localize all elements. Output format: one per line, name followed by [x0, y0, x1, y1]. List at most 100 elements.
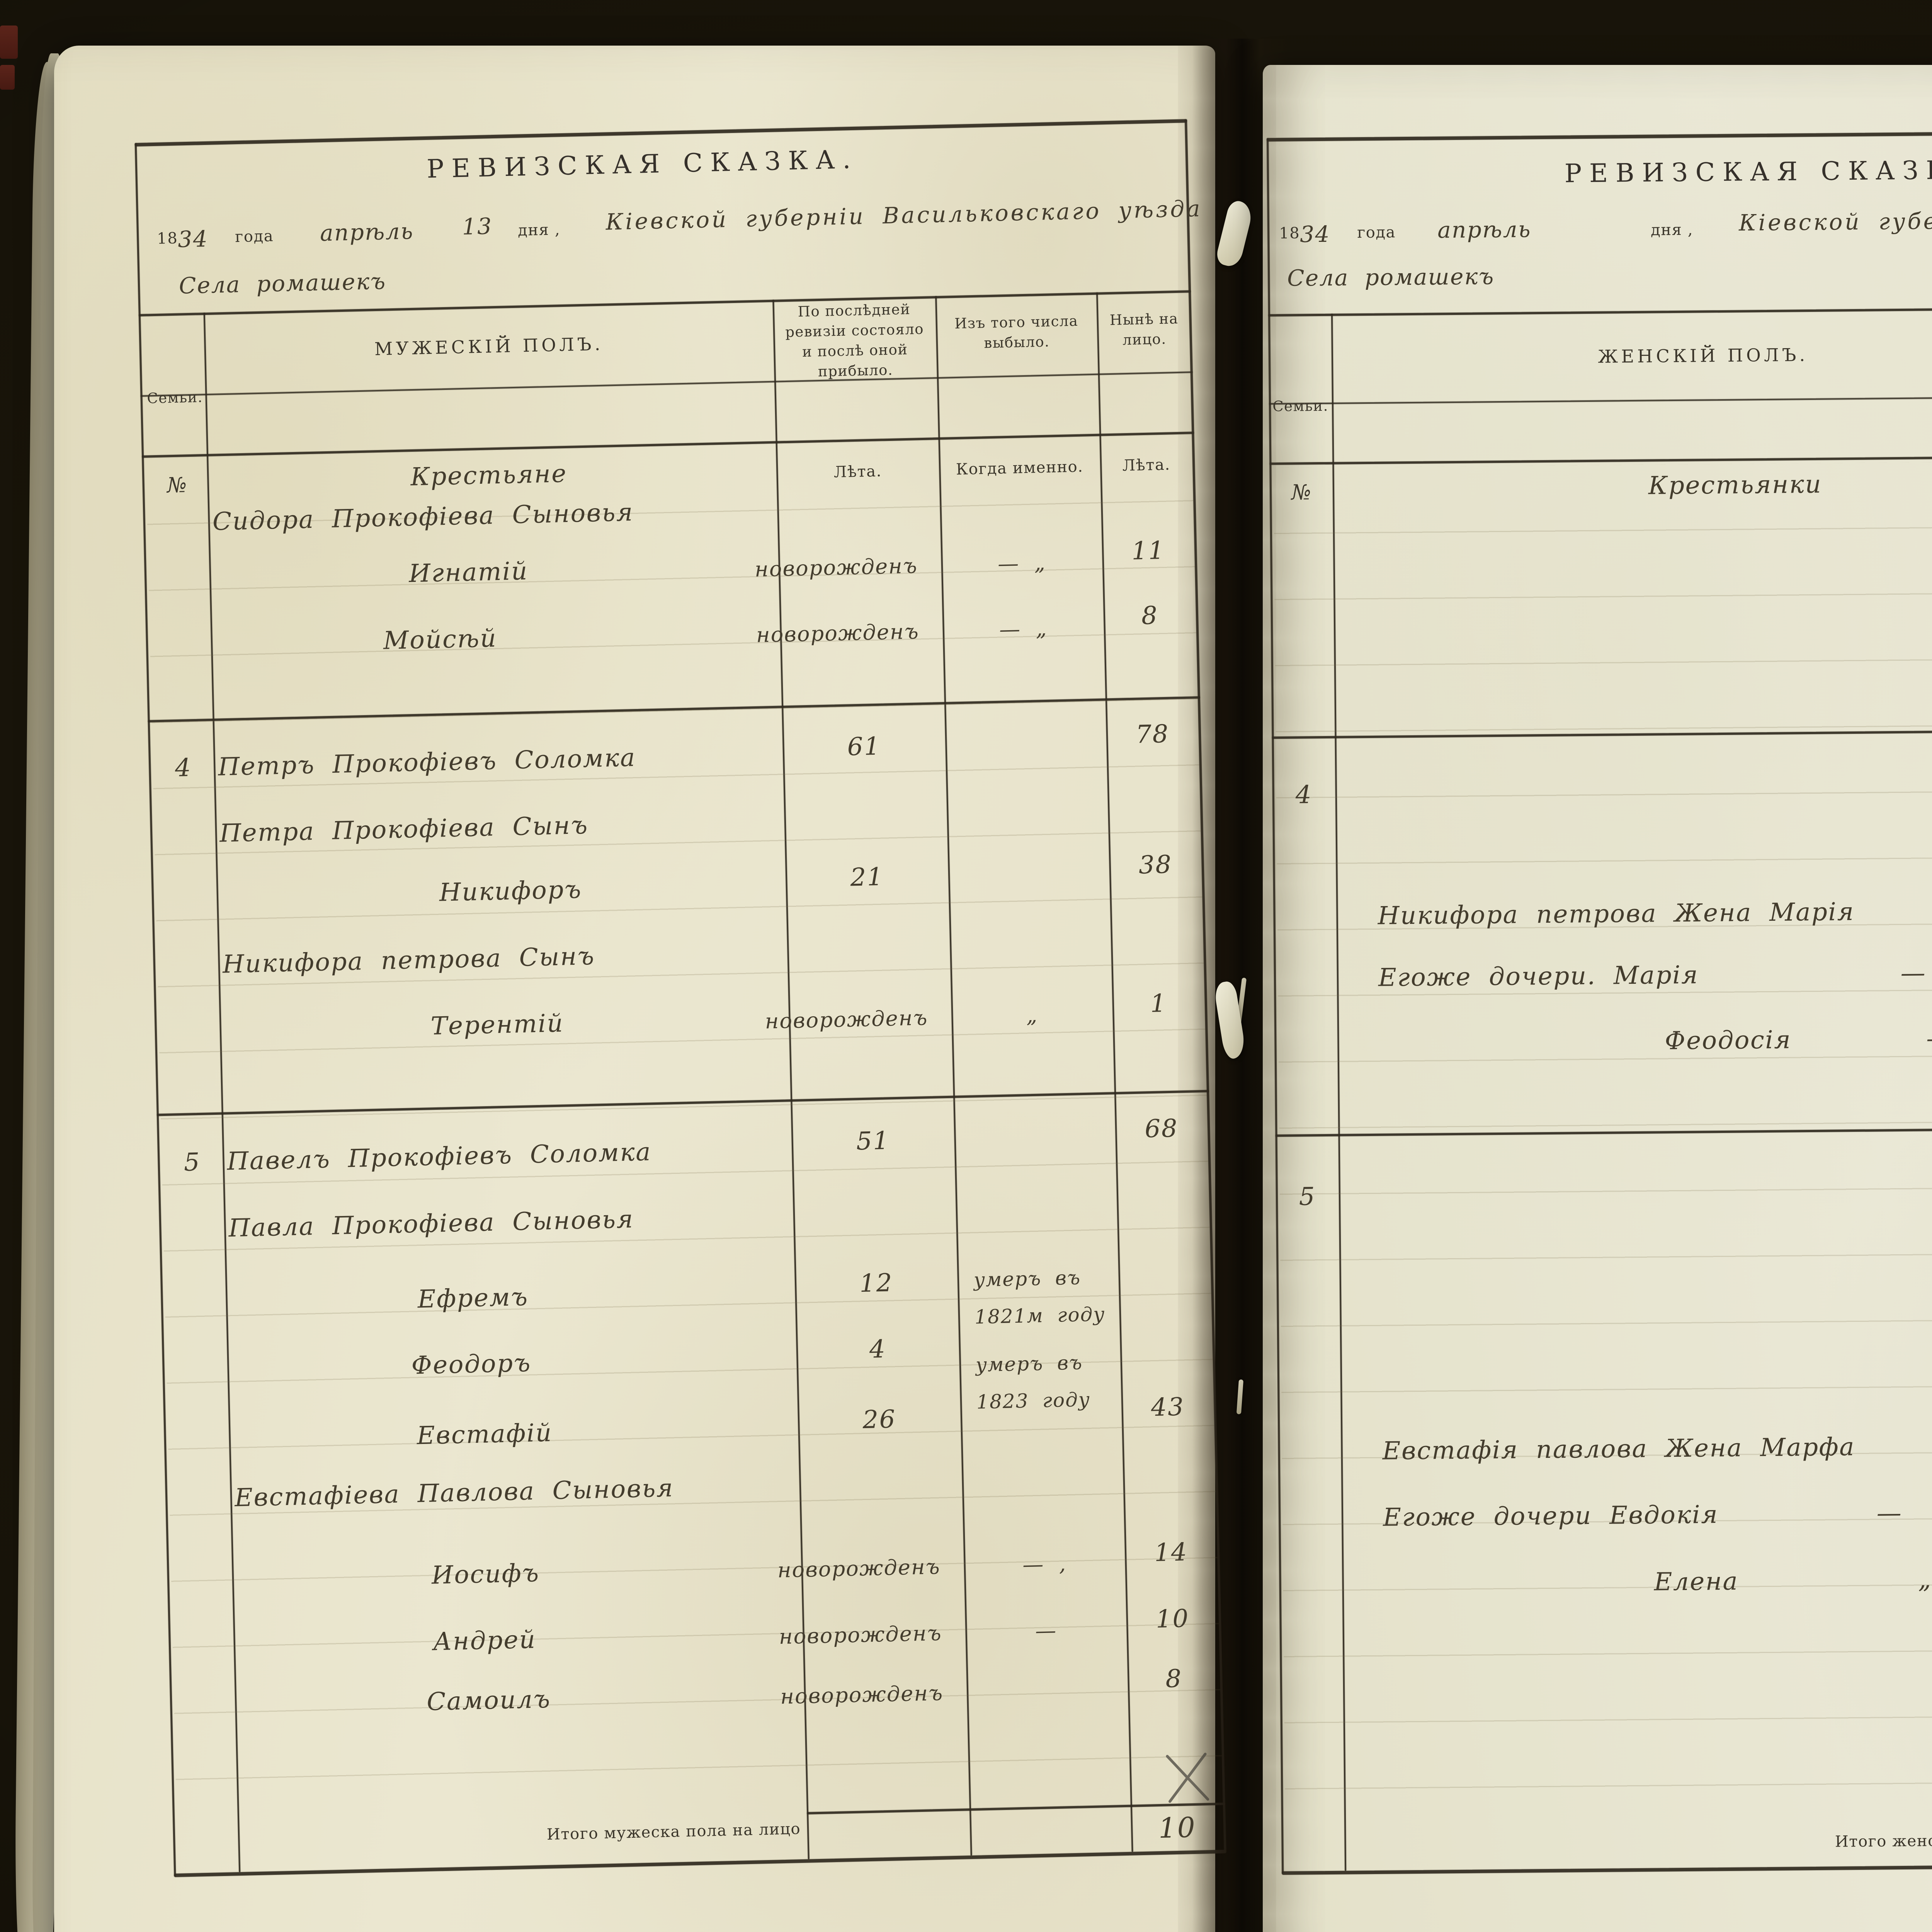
binding-stitch [1236, 1379, 1243, 1415]
table-line [140, 371, 1192, 397]
person-name: Елена [1654, 1567, 1738, 1597]
village-line: Села ромашекъ [1287, 263, 1495, 291]
right-page: 496 РЕВИЗСКАЯ СКАЗКА. 18 34 года апрѣль … [1263, 65, 1932, 1932]
table-line [1269, 394, 1932, 405]
age-current: 78 [1106, 719, 1199, 750]
subheader-number-sign: № [146, 472, 207, 498]
newborn-note: новорожденъ [754, 553, 918, 582]
date-goda-label: года [1357, 223, 1396, 242]
age-current: 1 [1112, 988, 1205, 1019]
newborn-note: новорожденъ [765, 1005, 928, 1034]
subheader-number-sign: № [1270, 480, 1333, 505]
person-name: Евстафій [417, 1418, 553, 1450]
date-dnya-label: дня , [518, 221, 561, 239]
dash-mark: — [1918, 896, 1932, 925]
page-title: РЕВИЗСКАЯ СКАЗКА. [1565, 155, 1932, 189]
book-photo: РЕВИЗСКАЯ СКАЗКА. 18 34 года апрѣль 13 д… [0, 0, 1932, 1932]
frame-line [1267, 129, 1932, 141]
departure-mark: — „ [949, 549, 1095, 577]
death-note: умеръ въ 1823 году [975, 1343, 1116, 1420]
totals-label: Итого женска пола на лицо [1768, 1831, 1932, 1851]
person-name: Самоилъ [427, 1685, 551, 1716]
table-bottom-line [174, 1850, 1226, 1877]
age-previous: 12 [794, 1267, 958, 1300]
person-name: Андрей [433, 1626, 536, 1656]
date-year-print: 18 [1279, 224, 1300, 242]
dash-mark: — „ — [1827, 1497, 1932, 1528]
table-line [1268, 305, 1932, 316]
age-current: 38 [1109, 850, 1202, 880]
totals-label: Итого мужеска пола на лицо [492, 1820, 801, 1845]
newborn-note: новорожденъ [780, 1681, 944, 1709]
village-line: Села ромашекъ [179, 268, 386, 299]
person-name: Ефремъ [417, 1283, 529, 1314]
header-family: Семьи. [1269, 396, 1332, 417]
left-page-content: РЕВИЗСКАЯ СКАЗКА. 18 34 года апрѣль 13 д… [30, 33, 1235, 1932]
family-number: 5 [162, 1148, 223, 1178]
person-name: Феодоръ [411, 1349, 532, 1380]
date-place: Кіевской губерніи Васильковскаго уѣзда [605, 195, 1202, 235]
dash-mark: — — [1823, 957, 1932, 988]
date-place: Кіевской губерніи Васильковскаго уѣзда [1739, 204, 1932, 236]
date-month: апрѣль [1437, 216, 1531, 243]
subheader-years: Лѣта. [1100, 455, 1193, 475]
spine-label-mark [0, 26, 18, 59]
person-name: Терентій [430, 1009, 564, 1041]
person-name: Игнатій [408, 557, 528, 588]
age-previous: 26 [798, 1403, 961, 1436]
person-name: Егоже дочери. Марія [1378, 961, 1699, 992]
newborn-note: новорожденъ [779, 1621, 942, 1649]
date-month: апрѣль [320, 218, 414, 246]
death-note: умеръ въ 1821м году [973, 1258, 1114, 1335]
departure-mark: — , [971, 1550, 1117, 1578]
spine-label-mark [0, 65, 15, 90]
date-year-print: 18 [157, 230, 178, 248]
date-goda-label: года [235, 227, 274, 246]
subheader-peasants: Крестьяне [410, 459, 568, 492]
family-number: 4 [1272, 781, 1336, 810]
age-current: 8 [1103, 600, 1196, 631]
age-previous: 4 [796, 1333, 959, 1366]
person-name: Мойсѣй [383, 624, 497, 655]
header-departed: Изъ того числа выбыло. [943, 311, 1090, 354]
date-dnya-label: дня , [1651, 221, 1693, 239]
person-name: Иосифъ [431, 1559, 540, 1590]
date-year-hand: 34 [178, 226, 209, 253]
left-page: РЕВИЗСКАЯ СКАЗКА. 18 34 года апрѣль 13 д… [54, 46, 1215, 1932]
newborn-note: новорожденъ [756, 619, 919, 647]
torn-paper-shard [1214, 199, 1254, 269]
departure-mark: — „ [950, 615, 1096, 643]
dash-mark: — [1842, 1024, 1932, 1054]
newborn-note: новорожденъ [777, 1554, 940, 1583]
header-now-present: Нынѣ на лицо. [1099, 308, 1190, 350]
subheader-years: Лѣта. [776, 461, 939, 483]
age-previous: 61 [782, 731, 946, 763]
dash-mark: „ — [1847, 1564, 1932, 1595]
person-name: Никифоръ [439, 875, 582, 907]
person-name: Никифора петрова Жена Марія [1378, 898, 1854, 930]
departure-mark: — [973, 1617, 1119, 1645]
person-name: Евстафія павлова Жена Марфа [1382, 1433, 1855, 1466]
frame-line [135, 119, 1187, 146]
family-number: 5 [1276, 1182, 1339, 1211]
page-title: РЕВИЗСКАЯ СКАЗКА. [427, 145, 859, 184]
header-sex: ЖЕНСКІЙ ПОЛЪ. [1332, 342, 1932, 369]
header-prev-revision: По послѣдней ревизіи состояло и послѣ он… [780, 299, 929, 383]
age-previous: 51 [791, 1125, 955, 1158]
age-previous: 21 [785, 861, 949, 894]
departure-mark: „ [959, 1002, 1105, 1029]
ruling-guides [1274, 459, 1932, 1824]
family-number: 4 [153, 753, 214, 783]
person-name: Егоже дочери Евдокія [1383, 1500, 1719, 1532]
age-current: 11 [1102, 536, 1195, 566]
date-day: 13 [462, 213, 493, 240]
right-page-content: 496 РЕВИЗСКАЯ СКАЗКА. 18 34 года апрѣль … [1255, 60, 1932, 1932]
date-year-hand: 34 [1300, 221, 1330, 248]
header-family: Семьи. [144, 387, 206, 409]
subheader-when-exactly: Когда именно. [939, 457, 1100, 479]
person-name: Феодосія [1665, 1026, 1791, 1055]
table-bottom-line [1282, 1862, 1932, 1875]
header-sex: МУЖЕСКІЙ ПОЛЪ. [204, 330, 774, 363]
subheader-peasants: Крестьянки [1648, 470, 1822, 500]
dash-mark: — „ [1923, 1430, 1932, 1461]
